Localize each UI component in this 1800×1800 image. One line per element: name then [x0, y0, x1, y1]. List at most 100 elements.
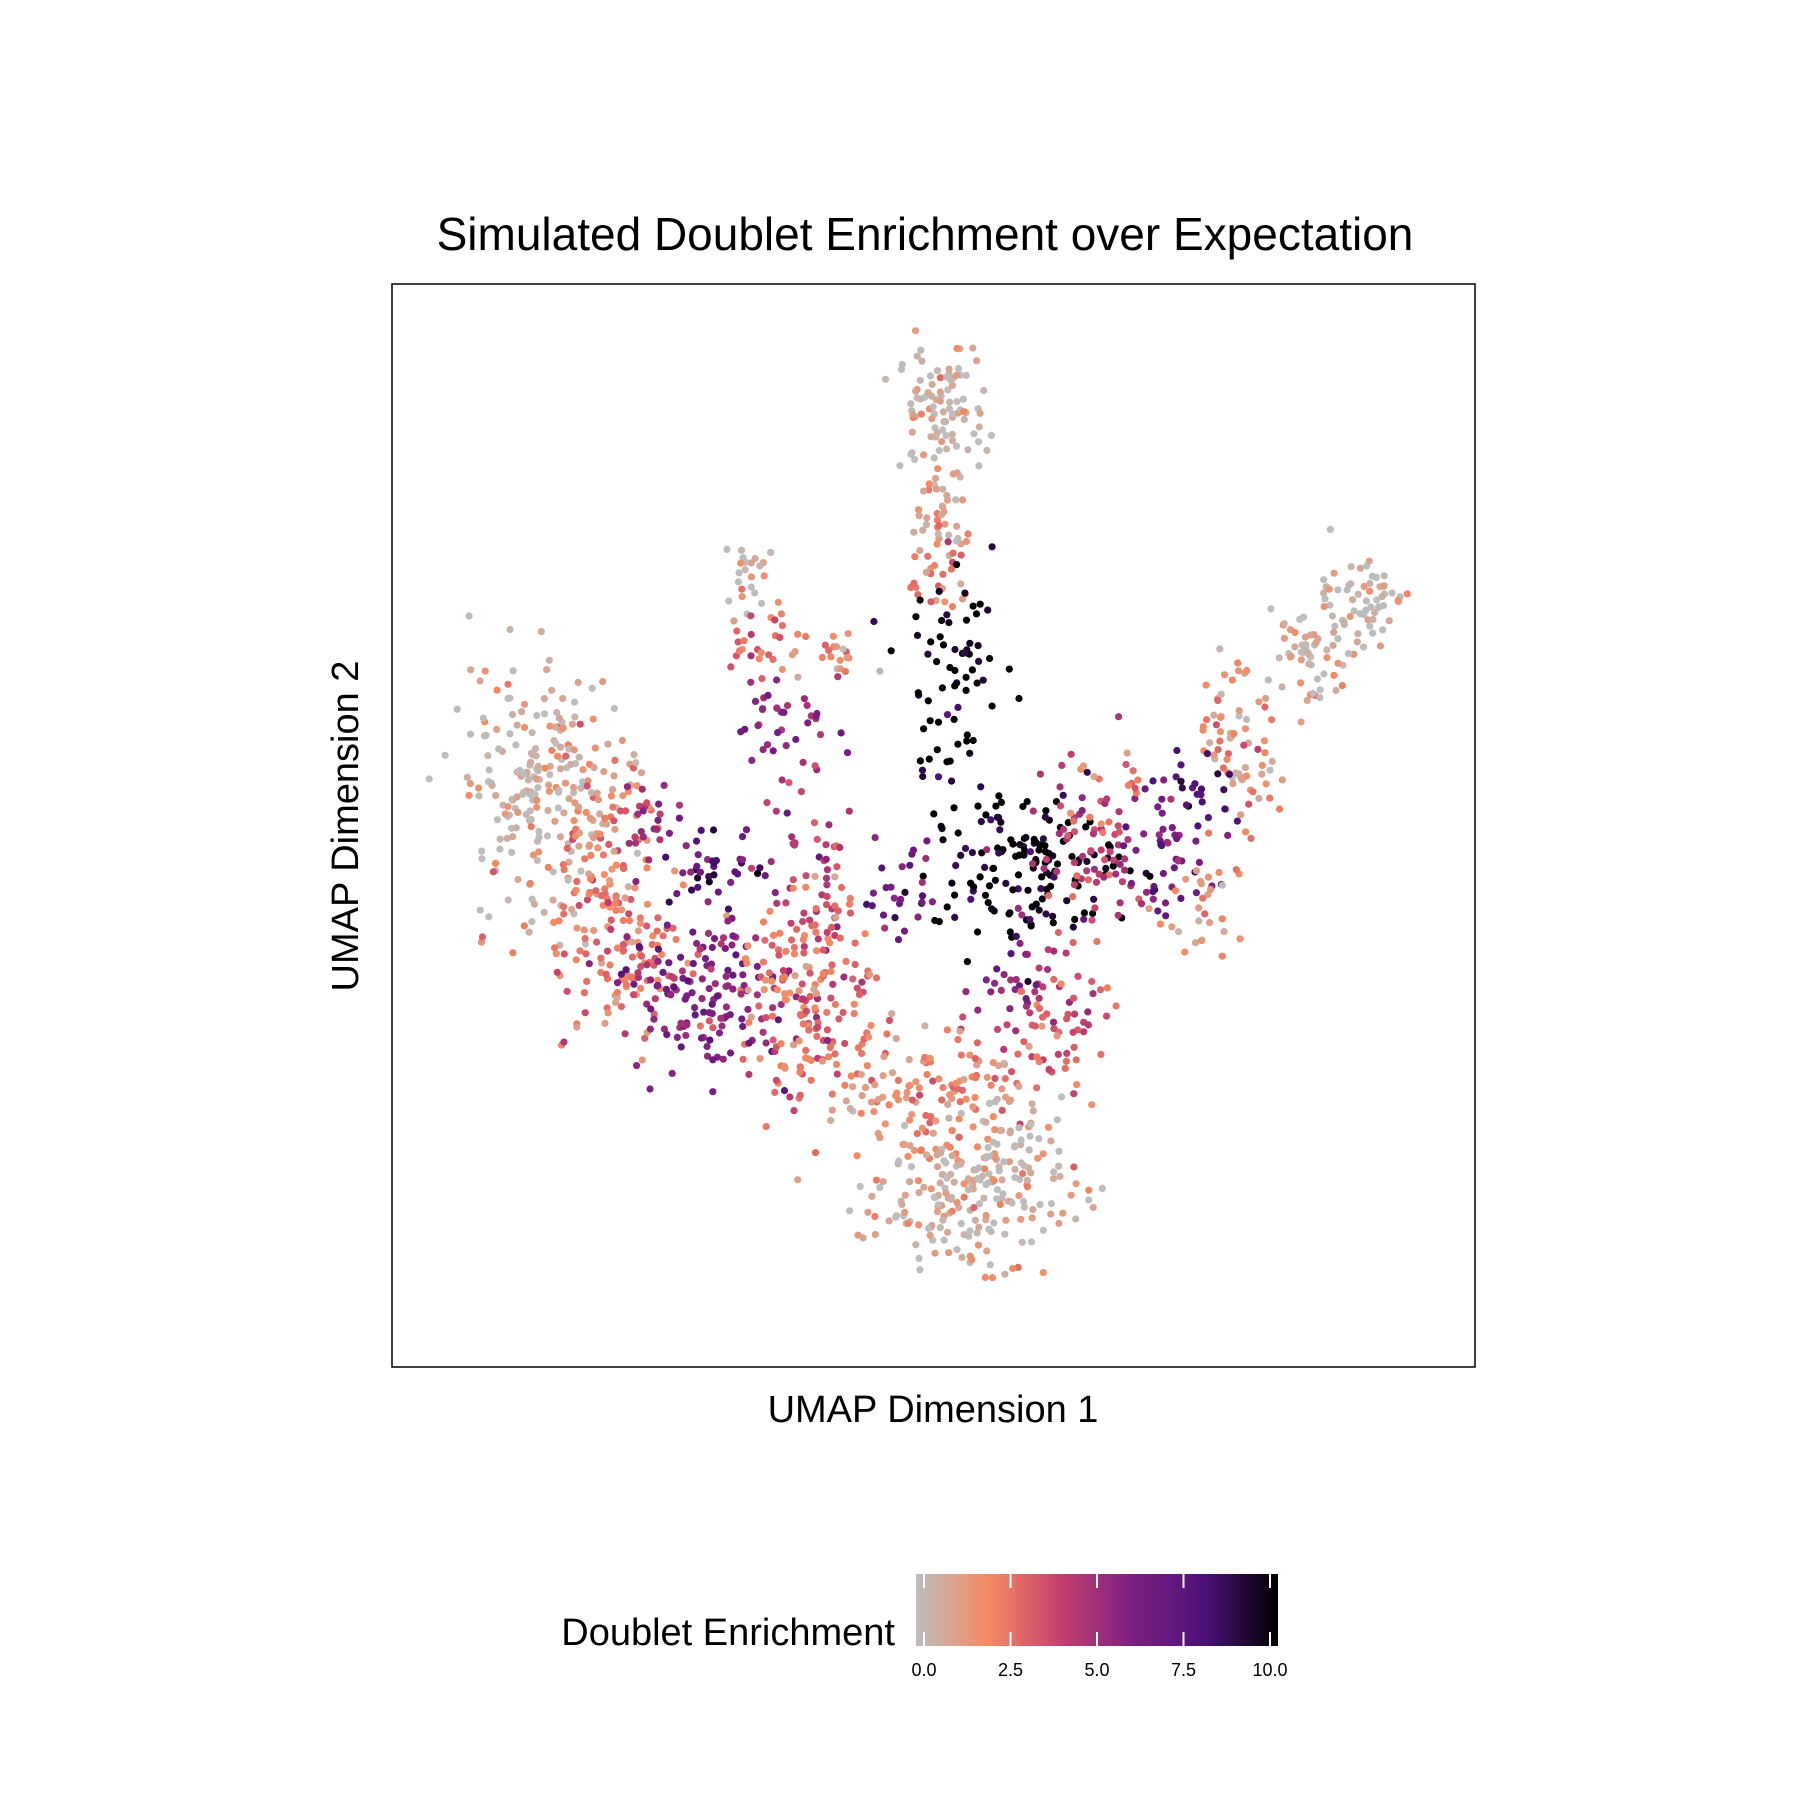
- scatter-point: [1220, 786, 1228, 794]
- scatter-point: [1203, 750, 1211, 758]
- scatter-point: [1123, 749, 1131, 757]
- scatter-point: [810, 819, 819, 827]
- scatter-point: [970, 883, 978, 891]
- scatter-point: [691, 1004, 699, 1012]
- scatter-point: [924, 389, 932, 397]
- scatter-point: [559, 724, 567, 732]
- scatter-point: [953, 561, 961, 569]
- scatter-point: [735, 647, 744, 655]
- scatter-point: [563, 764, 571, 772]
- scatter-point: [771, 1088, 779, 1096]
- scatter-point: [630, 751, 638, 759]
- scatter-point: [625, 839, 633, 847]
- scatter-point: [1221, 805, 1229, 813]
- scatter-point: [1149, 777, 1157, 785]
- scatter-point: [1195, 858, 1203, 867]
- scatter-point: [818, 1057, 827, 1065]
- scatter-point: [768, 941, 776, 949]
- scatter-point: [1338, 682, 1346, 690]
- scatter-point: [879, 1178, 887, 1186]
- scatter-point: [843, 654, 851, 662]
- scatter-point: [1089, 1203, 1097, 1211]
- scatter-point: [1216, 728, 1224, 736]
- scatter-point: [1011, 985, 1019, 994]
- scatter-point: [911, 455, 919, 464]
- scatter-point: [960, 408, 968, 416]
- scatter-point: [993, 965, 1001, 973]
- scatter-point: [654, 816, 662, 824]
- scatter-point: [527, 816, 535, 824]
- scatter-point: [654, 945, 663, 953]
- scatter-point: [1275, 805, 1284, 813]
- scatter-point: [942, 1189, 950, 1197]
- scatter-point: [575, 803, 583, 811]
- scatter-point: [933, 540, 941, 548]
- scatter-point: [1002, 1093, 1010, 1101]
- scatter-point: [1321, 595, 1329, 603]
- scatter-point: [861, 930, 869, 938]
- scatter-point: [604, 899, 612, 907]
- scatter-point: [597, 954, 605, 962]
- scatter-point: [739, 1055, 747, 1063]
- scatter-point: [1347, 580, 1355, 588]
- scatter-point: [887, 647, 895, 655]
- scatter-point: [1114, 911, 1122, 919]
- scatter-point: [1084, 1021, 1092, 1029]
- scatter-point: [1034, 1154, 1042, 1162]
- scatter-point: [771, 616, 779, 624]
- scatter-point: [506, 625, 514, 634]
- scatter-point: [839, 645, 847, 653]
- scatter-point: [926, 372, 935, 380]
- scatter-point: [1036, 1201, 1044, 1209]
- scatter-point: [1212, 721, 1220, 729]
- scatter-point: [526, 790, 534, 798]
- scatter-point: [1225, 770, 1233, 778]
- scatter-point: [665, 898, 673, 906]
- scatter-point: [1210, 751, 1218, 759]
- scatter-point: [1026, 1009, 1034, 1017]
- scatter-point: [1326, 525, 1334, 534]
- scatter-point: [837, 883, 846, 892]
- scatter-point: [760, 986, 768, 994]
- scatter-point: [1056, 802, 1065, 810]
- scatter-point: [1240, 741, 1248, 749]
- scatter-point: [1079, 852, 1087, 861]
- scatter-point: [1137, 900, 1146, 908]
- scatter-point: [761, 976, 770, 984]
- scatter-point: [1116, 860, 1124, 869]
- scatter-point: [476, 677, 484, 685]
- scatter-point: [1033, 1084, 1041, 1092]
- scatter-point: [943, 1141, 951, 1149]
- scatter-point: [694, 851, 702, 859]
- scatter-point: [573, 1023, 581, 1031]
- scatter-point: [533, 711, 541, 720]
- scatter-point: [823, 1026, 832, 1034]
- scatter-point: [832, 1060, 841, 1069]
- scatter-point: [834, 907, 842, 915]
- scatter-point: [1302, 643, 1310, 651]
- scatter-point: [799, 936, 807, 944]
- scatter-point: [655, 800, 663, 808]
- scatter-point: [777, 1040, 785, 1048]
- scatter-point: [832, 643, 841, 651]
- legend-tick-label: 7.5: [1171, 1660, 1196, 1680]
- scatter-point: [962, 686, 970, 695]
- scatter-point: [628, 938, 636, 946]
- scatter-point: [782, 742, 790, 750]
- scatter-point: [1178, 784, 1186, 792]
- scatter-point: [741, 566, 749, 574]
- scatter-point: [846, 1207, 854, 1215]
- scatter-point: [992, 802, 1000, 810]
- scatter-point: [951, 891, 959, 899]
- scatter-point: [1206, 919, 1214, 927]
- scatter-point: [1053, 1116, 1061, 1124]
- scatter-point: [920, 1183, 928, 1191]
- scatter-point: [822, 841, 830, 849]
- scatter-point: [611, 825, 619, 833]
- scatter-point: [851, 960, 859, 969]
- scatter-point: [1360, 582, 1368, 591]
- scatter-point: [1331, 622, 1339, 630]
- scatter-point: [1056, 1172, 1064, 1181]
- scatter-point: [602, 820, 611, 828]
